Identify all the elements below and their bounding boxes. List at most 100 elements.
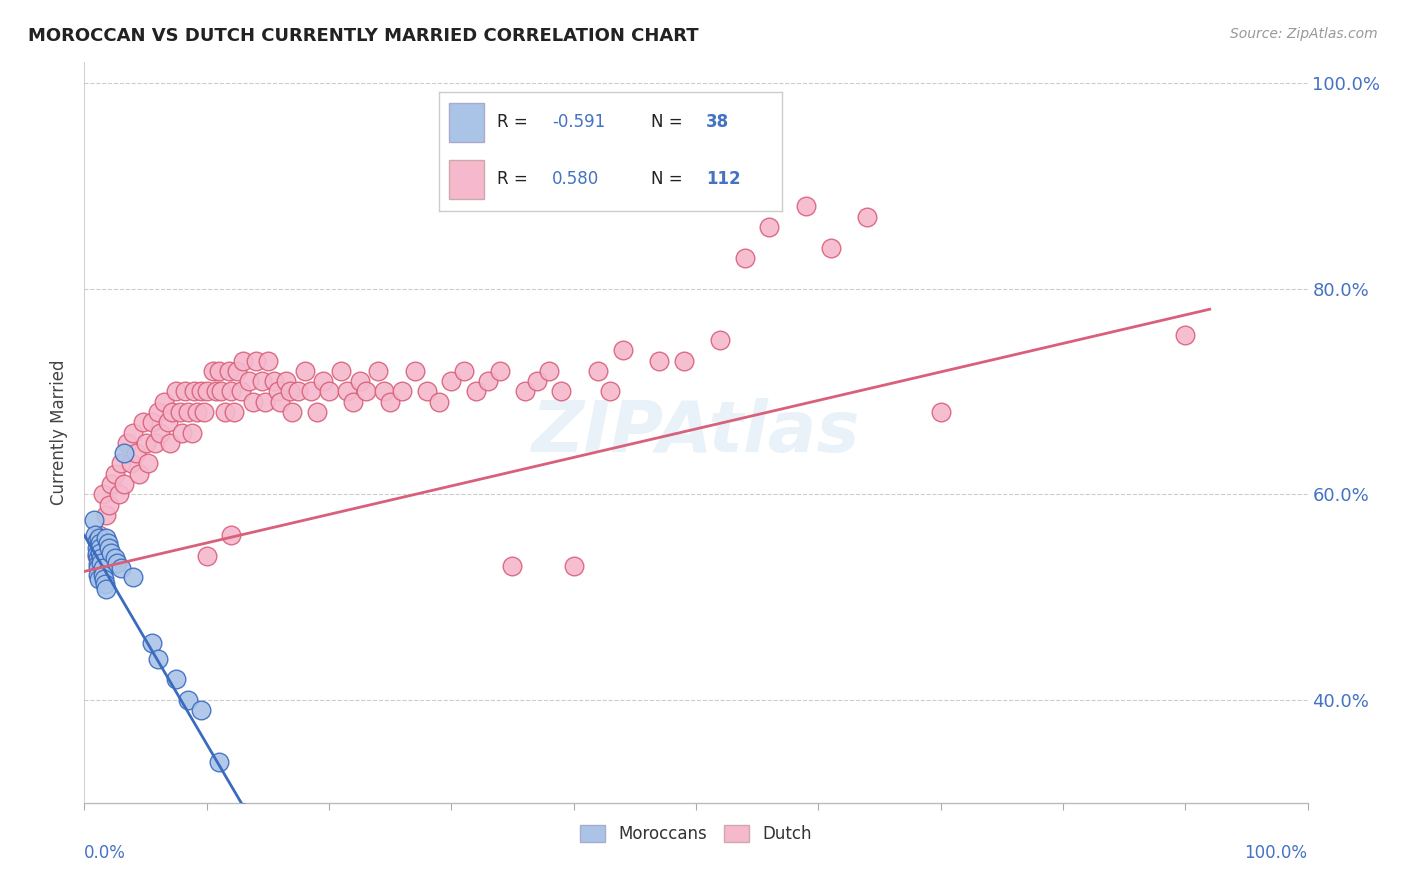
Point xyxy=(89,535,111,549)
Point xyxy=(464,384,486,399)
Point xyxy=(100,477,122,491)
Point xyxy=(269,394,291,409)
Point xyxy=(122,569,145,583)
Point xyxy=(263,868,285,882)
Point xyxy=(86,533,108,548)
Point xyxy=(96,508,118,522)
Point xyxy=(648,353,671,368)
Point xyxy=(1174,327,1197,342)
Point xyxy=(263,374,285,388)
Point xyxy=(205,384,228,399)
Point xyxy=(453,364,475,378)
Point xyxy=(84,528,107,542)
Point xyxy=(257,353,280,368)
Point xyxy=(672,353,695,368)
Point xyxy=(330,364,353,378)
Text: 0.0%: 0.0% xyxy=(84,844,127,862)
Point xyxy=(416,384,439,399)
Point xyxy=(734,251,756,265)
Point xyxy=(758,219,780,234)
Point xyxy=(169,405,191,419)
Point xyxy=(526,374,548,388)
Point xyxy=(132,415,155,429)
Point xyxy=(153,394,176,409)
Point xyxy=(226,364,249,378)
Point xyxy=(794,199,817,213)
Point xyxy=(278,384,301,399)
Point xyxy=(125,446,148,460)
Point xyxy=(86,549,108,563)
Point xyxy=(136,457,159,471)
Point xyxy=(87,551,110,566)
Point xyxy=(513,384,536,399)
Point xyxy=(242,394,264,409)
Point xyxy=(354,384,377,399)
Text: Source: ZipAtlas.com: Source: ZipAtlas.com xyxy=(1230,27,1378,41)
Point xyxy=(149,425,172,440)
Point xyxy=(391,384,413,399)
Point xyxy=(266,384,288,399)
Point xyxy=(146,652,169,666)
Point xyxy=(209,384,232,399)
Point xyxy=(128,467,150,481)
Point xyxy=(89,541,111,555)
Point xyxy=(112,446,135,460)
Point xyxy=(89,546,111,560)
Point xyxy=(104,551,127,566)
Point xyxy=(91,567,114,582)
Point xyxy=(141,636,163,650)
Legend: Moroccans, Dutch: Moroccans, Dutch xyxy=(574,819,818,850)
Point xyxy=(135,436,157,450)
Point xyxy=(186,405,208,419)
Point xyxy=(318,384,340,399)
Point xyxy=(299,384,322,399)
Point xyxy=(599,384,621,399)
Point xyxy=(162,405,184,419)
Point xyxy=(181,425,204,440)
Point xyxy=(312,374,335,388)
Point xyxy=(83,513,105,527)
Point xyxy=(538,364,561,378)
Point xyxy=(86,541,108,555)
Point xyxy=(87,528,110,542)
Point xyxy=(214,405,236,419)
Point xyxy=(86,547,108,561)
Text: 100.0%: 100.0% xyxy=(1244,844,1308,862)
Text: MOROCCAN VS DUTCH CURRENTLY MARRIED CORRELATION CHART: MOROCCAN VS DUTCH CURRENTLY MARRIED CORR… xyxy=(28,27,699,45)
Point xyxy=(100,546,122,560)
Point xyxy=(172,425,194,440)
Point xyxy=(254,394,277,409)
Y-axis label: Currently Married: Currently Married xyxy=(51,359,69,506)
Point xyxy=(232,806,254,821)
Point xyxy=(87,531,110,545)
Point xyxy=(120,457,142,471)
Point xyxy=(208,364,231,378)
Point xyxy=(97,535,120,549)
Point xyxy=(404,364,426,378)
Point xyxy=(229,384,252,399)
Point xyxy=(219,528,242,542)
Point xyxy=(87,572,110,586)
Point xyxy=(177,693,200,707)
Point xyxy=(96,582,118,596)
Point xyxy=(97,498,120,512)
Point xyxy=(146,405,169,419)
Point xyxy=(90,556,112,570)
Point xyxy=(232,353,254,368)
Point xyxy=(96,531,118,545)
Point xyxy=(287,384,309,399)
Point xyxy=(373,384,395,399)
Point xyxy=(112,477,135,491)
Point xyxy=(709,333,731,347)
Point xyxy=(380,394,402,409)
Point xyxy=(856,210,879,224)
Point xyxy=(183,384,205,399)
Point xyxy=(115,436,138,450)
Point xyxy=(349,374,371,388)
Point xyxy=(502,559,524,574)
Point xyxy=(107,487,129,501)
Point xyxy=(550,384,572,399)
Point xyxy=(141,415,163,429)
Point xyxy=(427,394,450,409)
Point xyxy=(90,551,112,566)
